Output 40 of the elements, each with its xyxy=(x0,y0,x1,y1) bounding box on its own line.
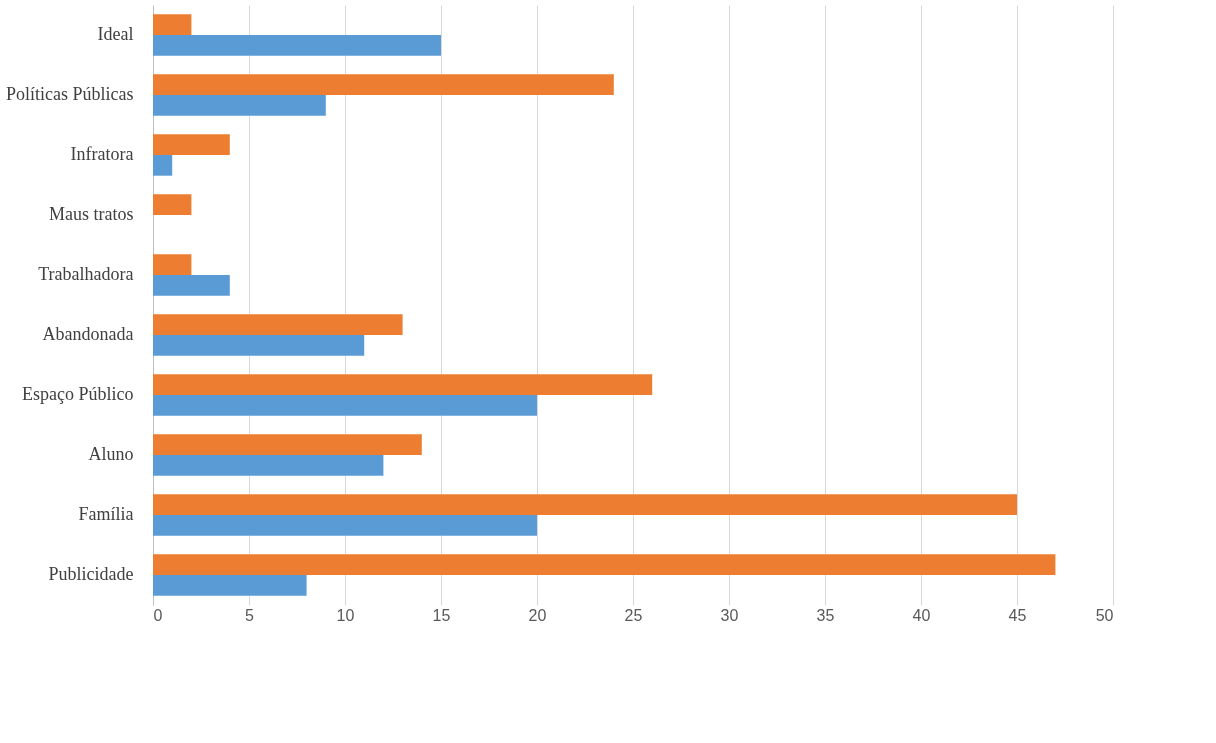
bar xyxy=(153,374,653,395)
x-tick-label: 20 xyxy=(528,606,547,624)
x-tick-label: 45 xyxy=(1008,606,1027,624)
x-tick-label: 0 xyxy=(153,606,163,624)
bar xyxy=(153,494,1017,515)
bar xyxy=(153,74,614,95)
x-tick-label: 50 xyxy=(1095,606,1114,624)
x-tick-label: 25 xyxy=(624,606,643,624)
bar xyxy=(153,575,307,596)
bar xyxy=(153,515,537,536)
y-tick-label: Publicidade xyxy=(48,564,134,584)
x-tick-label: 15 xyxy=(432,606,451,624)
bar xyxy=(153,434,422,455)
bar xyxy=(153,254,192,275)
bar xyxy=(153,455,384,476)
y-tick-label: Infratora xyxy=(70,144,134,164)
bar xyxy=(153,395,537,416)
y-tick-label: Trabalhadora xyxy=(38,264,134,284)
bar xyxy=(153,134,230,155)
y-tick-label: Maus tratos xyxy=(49,204,134,224)
y-tick-label: Aluno xyxy=(88,444,134,464)
bar xyxy=(153,554,1056,575)
x-tick-label: 30 xyxy=(720,606,739,624)
x-tick-label: 5 xyxy=(245,606,255,624)
y-tick-label: Abandonada xyxy=(42,324,134,344)
bar xyxy=(153,194,192,215)
bar xyxy=(153,335,365,356)
x-tick-label: 40 xyxy=(912,606,931,624)
bar xyxy=(153,35,441,56)
bar xyxy=(153,275,230,296)
bar xyxy=(153,314,403,335)
bar xyxy=(153,95,326,116)
x-tick-label: 10 xyxy=(336,606,355,624)
bar xyxy=(153,155,173,176)
y-tick-label: Família xyxy=(78,504,134,524)
y-tick-label: Políticas Públicas xyxy=(6,84,134,104)
x-tick-label: 35 xyxy=(816,606,835,624)
bar xyxy=(153,14,192,35)
y-tick-label: Espaço Público xyxy=(22,384,134,404)
y-tick-label: Ideal xyxy=(97,24,134,44)
